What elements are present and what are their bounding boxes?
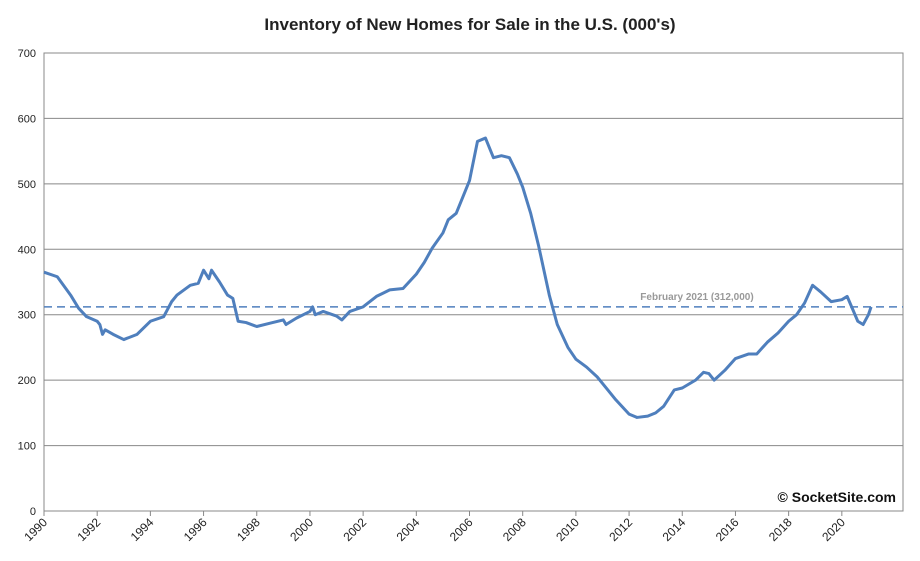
chart-title: Inventory of New Homes for Sale in the U…	[264, 15, 675, 34]
x-tick-label: 2004	[394, 515, 423, 544]
y-tick-label: 500	[18, 179, 36, 191]
x-tick-label: 2020	[819, 515, 848, 544]
y-tick-label: 300	[18, 310, 36, 322]
y-tick-label: 0	[30, 506, 36, 518]
data-line	[43, 136, 873, 419]
x-tick-label: 1994	[128, 515, 157, 544]
y-tick-label: 400	[18, 244, 36, 256]
x-tick-label: 2008	[500, 515, 529, 544]
x-tick-label: 2016	[713, 515, 742, 544]
y-tick-label: 600	[18, 113, 36, 125]
y-tick-label: 700	[18, 48, 36, 60]
x-tick-label: 2010	[553, 515, 582, 544]
x-tick-label: 2014	[660, 515, 689, 544]
x-tick-label: 1998	[234, 515, 263, 544]
x-tick-label: 2006	[447, 515, 476, 544]
x-tick-label: 1996	[181, 515, 210, 544]
x-tick-label: 2018	[766, 515, 795, 544]
watermark: © SocketSite.com	[778, 489, 896, 505]
reference-label: February 2021 (312,000)	[640, 292, 753, 303]
x-tick-label: 1992	[75, 515, 104, 544]
y-tick-label: 100	[18, 441, 36, 453]
plot-area	[43, 52, 904, 512]
y-tick-label: 200	[18, 375, 36, 387]
x-tick-label: 2012	[606, 515, 635, 544]
x-tick-label: 1990	[21, 515, 50, 544]
x-tick-label: 2000	[287, 515, 316, 544]
x-tick-label: 2002	[340, 515, 369, 544]
